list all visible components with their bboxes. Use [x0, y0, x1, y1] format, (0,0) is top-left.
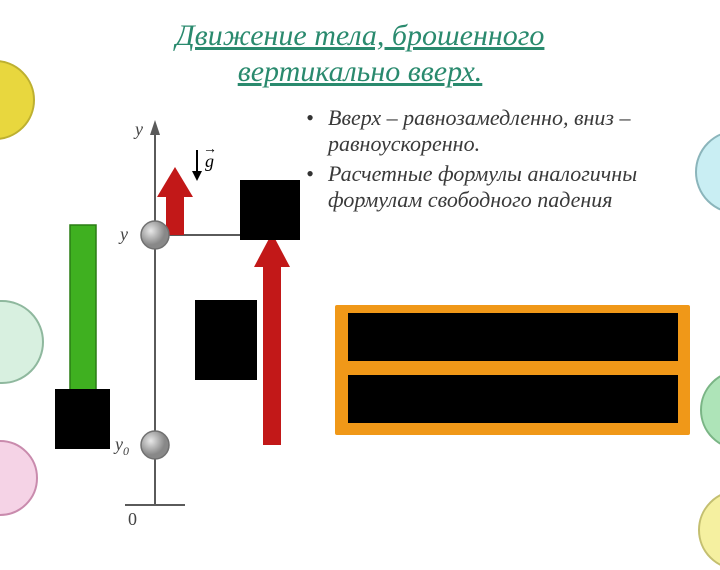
physics-diagram: y y y0 0 g → — [0, 105, 300, 525]
black-box-1 — [240, 180, 300, 240]
slide-title: Движение тела, брошенного вертикально вв… — [0, 0, 720, 90]
formula-inner-2 — [348, 375, 678, 423]
ball-lower — [141, 431, 169, 459]
ball-upper — [141, 221, 169, 249]
label-y-top: y — [133, 119, 143, 139]
label-origin: 0 — [128, 509, 137, 525]
y-axis-arrowhead — [150, 120, 160, 135]
red-arrow-tall — [254, 233, 290, 445]
label-y0: y0 — [113, 434, 129, 458]
g-vector — [192, 150, 202, 181]
black-box-3 — [55, 389, 110, 449]
bullet-1: Вверх – равнозамедленно, вниз – равноуск… — [300, 105, 705, 157]
label-g-arrow: → — [203, 142, 217, 157]
title-line1: Движение тела, брошенного — [0, 18, 720, 54]
black-box-2 — [195, 300, 257, 380]
bullet-2: Расчетные формулы аналогичны формулам св… — [300, 161, 705, 213]
label-y-mid: y — [118, 224, 128, 244]
title-line2: вертикально вверх. — [0, 54, 720, 90]
formula-inner-1 — [348, 313, 678, 361]
diagram-svg: y y y0 0 g → — [0, 105, 300, 525]
